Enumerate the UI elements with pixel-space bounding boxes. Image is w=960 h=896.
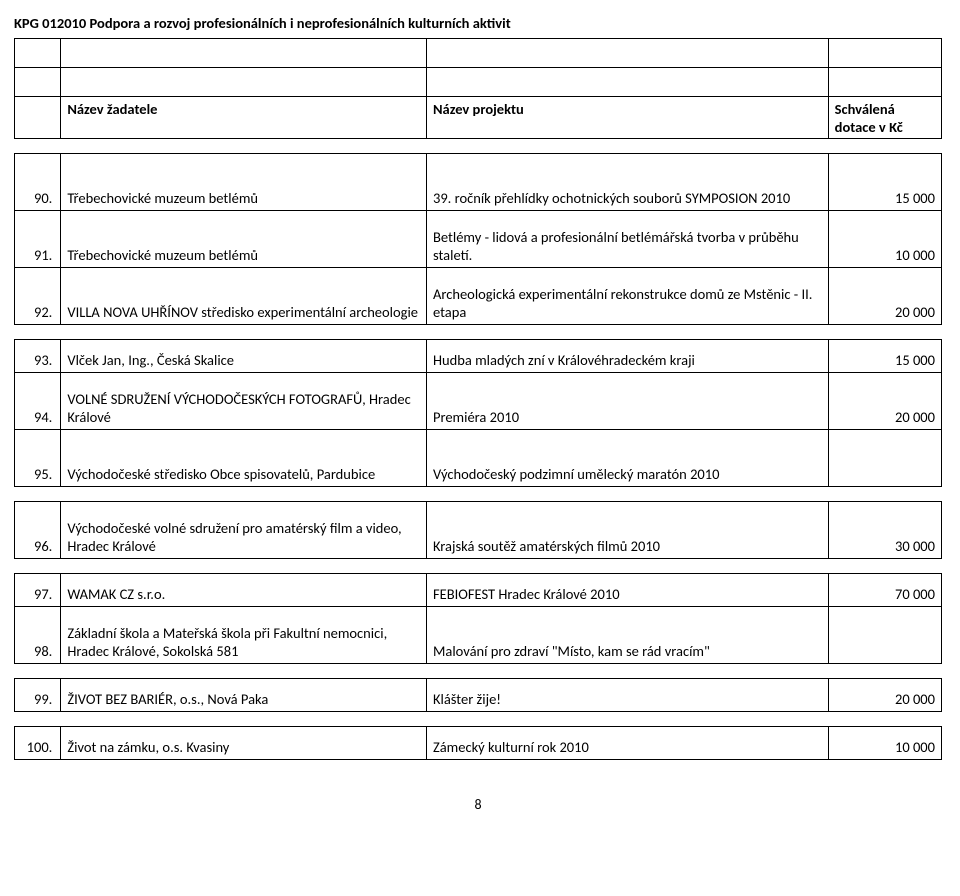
header-num-cell xyxy=(15,97,61,139)
amount-cell: 30 000 xyxy=(828,502,941,559)
project-cell: Malování pro zdraví "Místo, kam se rád v… xyxy=(426,607,828,664)
project-cell: Archeologická experimentální rekonstrukc… xyxy=(426,268,828,325)
project-cell: Betlémy - lidová a profesionální betlémá… xyxy=(426,211,828,268)
applicant-cell: Třebechovické muzeum betlémů xyxy=(61,154,427,211)
applicant-cell: Třebechovické muzeum betlémů xyxy=(61,211,427,268)
data-table: 99.ŽIVOT BEZ BARIÉR, o.s., Nová PakaKláš… xyxy=(14,678,942,712)
spacer-cell xyxy=(828,68,941,97)
table-row: 97.WAMAK CZ s.r.o.FEBIOFEST Hradec Králo… xyxy=(15,574,942,607)
spacer-cell xyxy=(15,68,61,97)
amount-cell: 15 000 xyxy=(828,154,941,211)
spacer-cell xyxy=(61,68,427,97)
spacer-cell xyxy=(426,39,828,68)
applicant-cell: VILLA NOVA UHŘÍNOV středisko experimentá… xyxy=(61,268,427,325)
spacer-cell xyxy=(61,39,427,68)
row-number: 99. xyxy=(15,679,61,712)
table-row: 96.Východočeské volné sdružení pro amaté… xyxy=(15,502,942,559)
header-label-row: Název žadatele Název projektu Schválená … xyxy=(15,97,942,139)
project-cell: Hudba mladých zní v Královéhradeckém kra… xyxy=(426,340,828,373)
project-cell: Zámecký kulturní rok 2010 xyxy=(426,727,828,760)
data-table: 90.Třebechovické muzeum betlémů39. roční… xyxy=(14,153,942,325)
data-table: 100.Život na zámku, o.s. KvasinyZámecký … xyxy=(14,726,942,760)
table-row: 98.Základní škola a Mateřská škola při F… xyxy=(15,607,942,664)
row-number: 90. xyxy=(15,154,61,211)
header-spacer-row-1 xyxy=(15,39,942,68)
table-row: 92.VILLA NOVA UHŘÍNOV středisko experime… xyxy=(15,268,942,325)
project-cell: Klášter žije! xyxy=(426,679,828,712)
applicant-cell: Život na zámku, o.s. Kvasiny xyxy=(61,727,427,760)
amount-cell: 20 000 xyxy=(828,679,941,712)
row-number: 92. xyxy=(15,268,61,325)
applicant-cell: Vlček Jan, Ing., Česká Skalice xyxy=(61,340,427,373)
amount-cell: 10 000 xyxy=(828,727,941,760)
project-cell: Východočeský podzimní umělecký maratón 2… xyxy=(426,430,828,487)
row-number: 96. xyxy=(15,502,61,559)
table-row: 99.ŽIVOT BEZ BARIÉR, o.s., Nová PakaKláš… xyxy=(15,679,942,712)
data-table: 96.Východočeské volné sdružení pro amaté… xyxy=(14,501,942,559)
amount-cell xyxy=(828,607,941,664)
table-row: 91.Třebechovické muzeum betlémůBetlémy -… xyxy=(15,211,942,268)
project-cell: Krajská soutěž amatérských filmů 2010 xyxy=(426,502,828,559)
applicant-cell: WAMAK CZ s.r.o. xyxy=(61,574,427,607)
row-number: 95. xyxy=(15,430,61,487)
sections-container: 90.Třebechovické muzeum betlémů39. roční… xyxy=(14,153,942,760)
page-number: 8 xyxy=(14,796,942,813)
row-number: 98. xyxy=(15,607,61,664)
row-number: 93. xyxy=(15,340,61,373)
row-number: 100. xyxy=(15,727,61,760)
applicant-cell: Východočeské volné sdružení pro amatérsk… xyxy=(61,502,427,559)
page-title: KPG 012010 Podpora a rozvoj profesionáln… xyxy=(14,14,942,32)
table-row: 95.Východočeské středisko Obce spisovate… xyxy=(15,430,942,487)
header-project: Název projektu xyxy=(426,97,828,139)
data-table: 93.Vlček Jan, Ing., Česká SkaliceHudba m… xyxy=(14,339,942,487)
amount-cell xyxy=(828,430,941,487)
header-spacer-row-2 xyxy=(15,68,942,97)
amount-cell: 20 000 xyxy=(828,268,941,325)
header-block: Název žadatele Název projektu Schválená … xyxy=(14,38,942,139)
applicant-cell: Základní škola a Mateřská škola při Faku… xyxy=(61,607,427,664)
amount-cell: 70 000 xyxy=(828,574,941,607)
table-row: 100.Život na zámku, o.s. KvasinyZámecký … xyxy=(15,727,942,760)
amount-cell: 15 000 xyxy=(828,340,941,373)
header-table: Název žadatele Název projektu Schválená … xyxy=(14,38,942,139)
header-applicant: Název žadatele xyxy=(61,97,427,139)
table-row: 90.Třebechovické muzeum betlémů39. roční… xyxy=(15,154,942,211)
row-number: 97. xyxy=(15,574,61,607)
table-row: 94.VOLNÉ SDRUŽENÍ VÝCHODOČESKÝCH FOTOGRA… xyxy=(15,373,942,430)
spacer-cell xyxy=(828,39,941,68)
row-number: 94. xyxy=(15,373,61,430)
amount-cell: 10 000 xyxy=(828,211,941,268)
applicant-cell: ŽIVOT BEZ BARIÉR, o.s., Nová Paka xyxy=(61,679,427,712)
data-table: 97.WAMAK CZ s.r.o.FEBIOFEST Hradec Králo… xyxy=(14,573,942,664)
applicant-cell: VOLNÉ SDRUŽENÍ VÝCHODOČESKÝCH FOTOGRAFŮ,… xyxy=(61,373,427,430)
project-cell: FEBIOFEST Hradec Králové 2010 xyxy=(426,574,828,607)
project-cell: Premiéra 2010 xyxy=(426,373,828,430)
spacer-cell xyxy=(426,68,828,97)
amount-cell: 20 000 xyxy=(828,373,941,430)
spacer-cell xyxy=(15,39,61,68)
row-number: 91. xyxy=(15,211,61,268)
header-amount: Schválená dotace v Kč xyxy=(828,97,941,139)
project-cell: 39. ročník přehlídky ochotnických soubor… xyxy=(426,154,828,211)
table-row: 93.Vlček Jan, Ing., Česká SkaliceHudba m… xyxy=(15,340,942,373)
applicant-cell: Východočeské středisko Obce spisovatelů,… xyxy=(61,430,427,487)
